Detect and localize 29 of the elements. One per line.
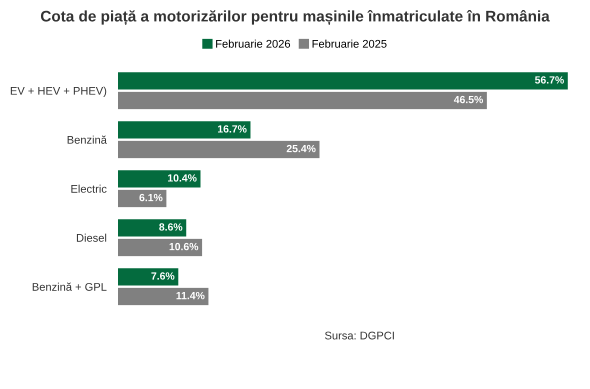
y-tick-label: Diesel	[76, 234, 106, 242]
bar	[118, 121, 250, 138]
chart-title: Cota de piață a motorizărilor pentru mașinile înmatriculate în România	[40, 10, 550, 25]
y-tick-label: EV + HEV + PHEV)	[10, 86, 106, 97]
y-tick-label: Benzină	[68, 135, 107, 144]
y-tick-label: Electric	[71, 184, 107, 193]
data-label: 56.7%	[534, 76, 564, 84]
data-label: 46.5%	[454, 96, 484, 104]
y-tick-label: Benzină + GPL	[32, 282, 107, 291]
data-label: 7.6%	[151, 272, 174, 280]
bar	[118, 140, 320, 158]
bar	[118, 170, 201, 188]
bar	[118, 219, 186, 237]
bar	[118, 190, 166, 208]
legend-label: Februarie 2026	[216, 40, 290, 48]
data-label: 25.4%	[286, 144, 316, 152]
data-label: 11.4%	[176, 292, 205, 300]
text: Sursa: DGPCI	[325, 332, 394, 340]
bar	[118, 92, 487, 110]
bar	[118, 268, 178, 286]
data-label: 8.6%	[159, 223, 182, 231]
data-label: 16.7%	[218, 125, 247, 133]
legend-label: Februarie 2025	[312, 40, 387, 48]
data-label: 10.6%	[170, 242, 198, 250]
bar	[118, 238, 202, 256]
data-label: 6.1%	[139, 194, 163, 202]
bar	[118, 288, 208, 306]
data-label: 10.4%	[168, 174, 197, 182]
bar	[118, 72, 568, 90]
